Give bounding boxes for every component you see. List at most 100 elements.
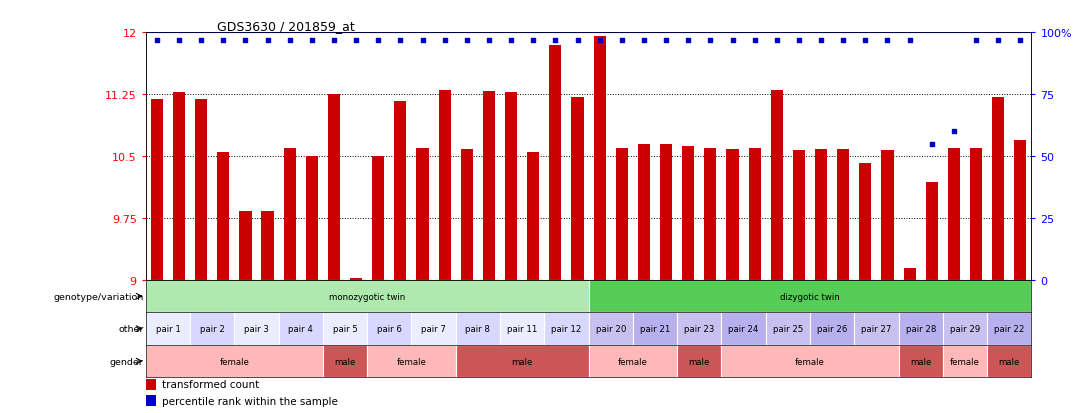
Point — [968, 37, 985, 44]
Point — [901, 37, 918, 44]
Bar — [438, 91, 450, 280]
Text: other: other — [119, 324, 144, 333]
Bar — [881, 151, 893, 280]
Text: monozygotic twin: monozygotic twin — [329, 292, 405, 301]
Text: pair 12: pair 12 — [551, 324, 582, 333]
Text: pair 4: pair 4 — [288, 324, 313, 333]
Point — [724, 37, 741, 44]
Bar — [373, 157, 384, 280]
Bar — [616, 148, 627, 280]
Text: pair 24: pair 24 — [728, 324, 759, 333]
Text: genotype/variation: genotype/variation — [53, 292, 144, 301]
Bar — [234, 313, 279, 345]
Bar — [544, 313, 589, 345]
Bar — [810, 313, 854, 345]
Point — [502, 37, 519, 44]
Text: pair 2: pair 2 — [200, 324, 225, 333]
Bar — [721, 345, 899, 377]
Bar — [505, 93, 517, 280]
Text: pair 6: pair 6 — [377, 324, 402, 333]
Bar — [704, 148, 716, 280]
Text: pair 25: pair 25 — [772, 324, 804, 333]
Text: male: male — [910, 357, 931, 366]
Text: dizygotic twin: dizygotic twin — [780, 292, 840, 301]
Bar — [328, 95, 340, 280]
Text: female: female — [795, 357, 825, 366]
Bar — [638, 144, 650, 280]
Bar — [589, 313, 633, 345]
Point — [835, 37, 852, 44]
Point — [481, 37, 498, 44]
Point — [369, 37, 387, 44]
Point — [791, 37, 808, 44]
Point — [303, 37, 321, 44]
Bar — [815, 149, 827, 280]
Point — [989, 37, 1007, 44]
Point — [702, 37, 719, 44]
Bar — [461, 150, 473, 280]
Text: pair 5: pair 5 — [333, 324, 357, 333]
Point — [192, 37, 210, 44]
Point — [171, 37, 188, 44]
Bar — [146, 280, 589, 313]
Bar — [151, 100, 163, 280]
Bar — [527, 152, 539, 280]
Point — [591, 37, 608, 44]
Bar — [837, 150, 849, 280]
Text: pair 28: pair 28 — [905, 324, 936, 333]
Text: pair 23: pair 23 — [684, 324, 715, 333]
Bar — [146, 345, 323, 377]
Point — [923, 141, 941, 147]
Bar — [284, 148, 296, 280]
Bar — [987, 345, 1031, 377]
Point — [148, 37, 165, 44]
Bar — [660, 144, 672, 280]
Bar — [589, 280, 1031, 313]
Point — [768, 37, 785, 44]
Bar — [323, 345, 367, 377]
Text: female: female — [396, 357, 427, 366]
Text: male: male — [999, 357, 1020, 366]
Point — [746, 37, 764, 44]
Bar — [367, 313, 411, 345]
Text: pair 11: pair 11 — [507, 324, 538, 333]
Bar — [633, 313, 677, 345]
Text: pair 22: pair 22 — [994, 324, 1025, 333]
Text: pair 3: pair 3 — [244, 324, 269, 333]
Point — [879, 37, 896, 44]
Bar — [926, 182, 937, 280]
Bar — [683, 147, 694, 280]
Bar — [350, 279, 362, 280]
Point — [458, 37, 475, 44]
Point — [945, 128, 962, 135]
Bar — [677, 313, 721, 345]
Bar — [860, 163, 872, 280]
Bar — [195, 100, 207, 280]
Text: female: female — [950, 357, 980, 366]
Bar — [677, 345, 721, 377]
Point — [392, 37, 409, 44]
Bar — [411, 313, 456, 345]
Point — [525, 37, 542, 44]
Point — [613, 37, 631, 44]
Point — [658, 37, 675, 44]
Text: gender: gender — [110, 357, 144, 366]
Bar — [987, 313, 1031, 345]
Point — [569, 37, 586, 44]
Text: pair 21: pair 21 — [639, 324, 671, 333]
Point — [436, 37, 454, 44]
Bar — [367, 345, 456, 377]
Text: male: male — [512, 357, 532, 366]
Text: pair 26: pair 26 — [816, 324, 848, 333]
Text: male: male — [689, 357, 710, 366]
Point — [325, 37, 342, 44]
Text: female: female — [618, 357, 648, 366]
Bar — [217, 152, 229, 280]
Point — [348, 37, 365, 44]
Bar — [279, 313, 323, 345]
Bar — [766, 313, 810, 345]
Bar — [394, 102, 406, 280]
Bar — [323, 313, 367, 345]
Text: pair 7: pair 7 — [421, 324, 446, 333]
Bar — [146, 313, 190, 345]
